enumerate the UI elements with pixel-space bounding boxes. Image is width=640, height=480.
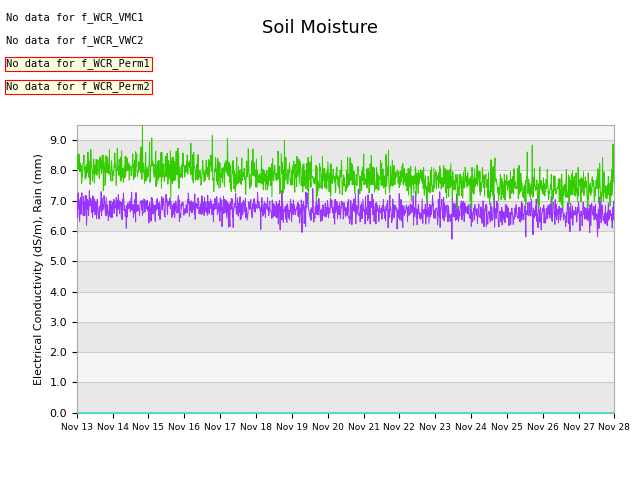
Text: No data for f_WCR_VMC1: No data for f_WCR_VMC1 — [6, 12, 144, 23]
Text: Soil Moisture: Soil Moisture — [262, 19, 378, 37]
Bar — [77, 140, 614, 170]
Bar — [77, 231, 614, 261]
Text: No data for f_WCR_VWC2: No data for f_WCR_VWC2 — [6, 35, 144, 46]
Bar — [77, 352, 614, 383]
Bar — [77, 170, 614, 201]
Bar — [77, 291, 614, 322]
Bar — [77, 383, 614, 413]
Bar — [77, 125, 614, 140]
Bar — [77, 261, 614, 291]
Text: No data for f_WCR_Perm2: No data for f_WCR_Perm2 — [6, 81, 150, 92]
Text: No data for f_WCR_Perm1: No data for f_WCR_Perm1 — [6, 58, 150, 69]
Y-axis label: Electrical Conductivity (dS/m), Rain (mm): Electrical Conductivity (dS/m), Rain (mm… — [34, 153, 44, 385]
Bar — [77, 201, 614, 231]
Bar — [77, 322, 614, 352]
